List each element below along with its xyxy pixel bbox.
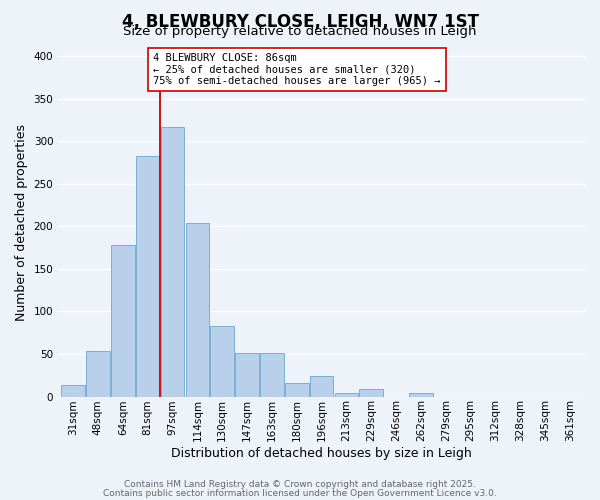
Text: Contains HM Land Registry data © Crown copyright and database right 2025.: Contains HM Land Registry data © Crown c… (124, 480, 476, 489)
Bar (335, 393, 358, 396)
Bar (285, 383, 308, 396)
Bar (260, 353, 284, 397)
Bar (111, 245, 134, 396)
Bar (86, 352, 110, 397)
Y-axis label: Number of detached properties: Number of detached properties (15, 124, 28, 320)
Bar (409, 393, 433, 396)
Bar (211, 326, 234, 396)
Text: 4 BLEWBURY CLOSE: 86sqm
← 25% of detached houses are smaller (320)
75% of semi-d: 4 BLEWBURY CLOSE: 86sqm ← 25% of detache… (153, 52, 440, 86)
Bar (161, 126, 184, 396)
Bar (185, 223, 209, 396)
Bar (136, 156, 160, 396)
Bar (61, 386, 85, 396)
Text: Size of property relative to detached houses in Leigh: Size of property relative to detached ho… (123, 25, 477, 38)
Bar (310, 376, 334, 396)
Text: 4, BLEWBURY CLOSE, LEIGH, WN7 1ST: 4, BLEWBURY CLOSE, LEIGH, WN7 1ST (121, 12, 479, 30)
Bar (359, 389, 383, 396)
Text: Contains public sector information licensed under the Open Government Licence v3: Contains public sector information licen… (103, 488, 497, 498)
Bar (235, 353, 259, 397)
X-axis label: Distribution of detached houses by size in Leigh: Distribution of detached houses by size … (171, 447, 472, 460)
